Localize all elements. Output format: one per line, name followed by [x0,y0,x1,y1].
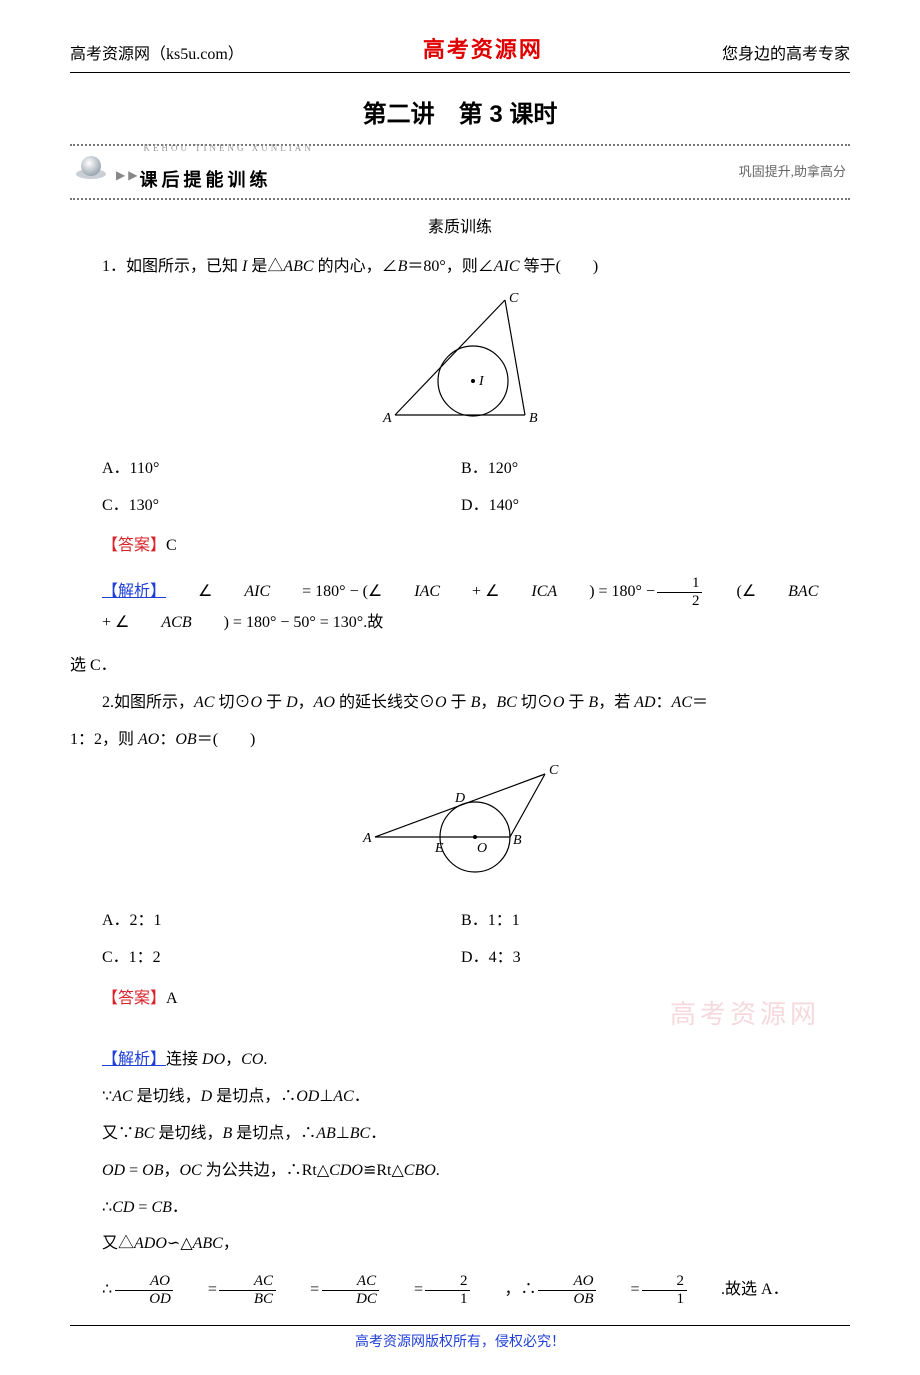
fig2-label-C: C [549,763,559,778]
analysis-label: 【解析】 [102,1051,166,1068]
q2-step-4: ∴CD = CB． [70,1194,850,1223]
q2-option-a: A．2：1 [102,907,461,936]
q1-option-a: A．110° [102,455,461,484]
q2-figure: A B C D E O [70,762,850,893]
page-footer: 高考资源网版权所有，侵权必究！ [70,1325,850,1355]
fig1-label-A: A [382,411,392,426]
banner-icon [74,154,108,191]
fig1-label-C: C [509,291,519,306]
q1-stem: 1．如图所示，已知 I 是△ABC 的内心，∠B＝80°，则∠AIC 等于( ) [70,253,850,282]
fig1-label-B: B [529,411,538,426]
page-title: 第二讲 第 3 课时 [70,93,850,136]
fig2-label-D: D [454,791,465,806]
q2-step-3: OD = OB，OC 为公共边，∴Rt△CDO≌Rt△CBO. [70,1157,850,1186]
q1-options: A．110° B．120° C．130° D．140° [102,451,850,525]
q1-option-d: D．140° [461,492,820,521]
fig2-label-E: E [434,841,444,856]
q1-answer: 【答案】C [70,532,850,561]
q2-options: A．2：1 B．1：1 C．1：2 D．4：3 [102,903,850,977]
header-right: 您身边的高考专家 [722,41,850,70]
q1-analysis: 【解析】 ∠AIC = 180° − (∠IAC + ∠ICA ) = 180°… [70,575,850,638]
page-header: 高考资源网（ks5u.com） 高考资源网 您身边的高考专家 [70,30,850,73]
header-left: 高考资源网（ks5u.com） [70,41,244,70]
fig2-label-O: O [477,841,487,856]
q2-option-b: B．1：1 [461,907,820,936]
q1-analysis-tail: 选 C． [70,652,850,681]
answer-label: 【答案】 [102,537,166,554]
q2-step-1: ∵AC 是切线，D 是切点，∴OD⊥AC． [70,1083,850,1112]
analysis-label: 【解析】 [102,583,166,600]
q2-step-2: 又∵BC 是切线，B 是切点，∴AB⊥BC． [70,1120,850,1149]
fig2-label-A: A [362,831,372,846]
subheading: 素质训练 [70,214,850,243]
q2-analysis-1: 【解析】连接 DO，CO. [70,1046,850,1075]
q1-option-c: C．130° [102,492,461,521]
banner-right: 巩固提升,助拿高分 [739,160,846,183]
answer-label: 【答案】 [102,990,166,1007]
q2-option-d: D．4：3 [461,944,820,973]
section-banner: ▶ ▶ KEHOU TINENG XUNLIAN 课后提能训练 巩固提升,助拿高… [70,144,850,201]
q2-answer: 【答案】A [70,985,850,1014]
fig2-label-B: B [513,833,522,848]
fig1-label-I: I [478,374,485,389]
banner-arrows-icon: ▶ ▶ [116,165,137,187]
banner-pinyin: KEHOU TINENG XUNLIAN [143,140,313,156]
q2-stem-line2: 1：2，则 AO：OB＝( ) [70,726,850,755]
banner-main: 课后提能训练 [139,164,313,196]
q2-option-c: C．1：2 [102,944,461,973]
q1-figure: I A B C [70,290,850,441]
q2-stem-line1: 2.如图所示，AC 切⊙O 于 D，AO 的延长线交⊙O 于 B，BC 切⊙O … [70,689,850,718]
q2-step-5: 又△ADO∽△ABC， [70,1230,850,1259]
header-center-logo: 高考资源网 [423,30,543,70]
q1-option-b: B．120° [461,455,820,484]
page: 高考资源网（ks5u.com） 高考资源网 您身边的高考专家 第二讲 第 3 课… [0,0,920,1375]
